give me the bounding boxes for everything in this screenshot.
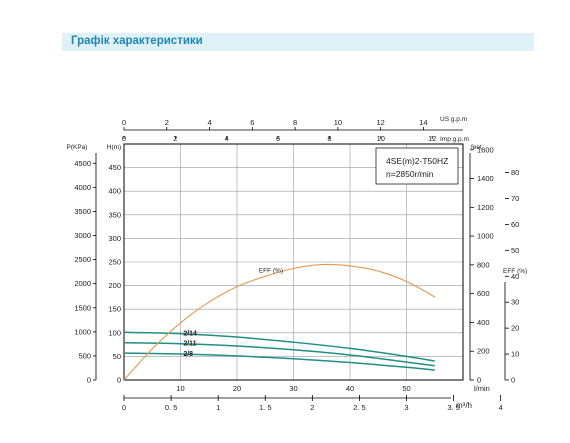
y-eff-tick-label: 30 — [511, 298, 519, 307]
x-impgpm-tick-label: 12 — [428, 134, 436, 143]
y-pressure-axis-label: P(KPa) — [67, 144, 88, 151]
x-m3h-axis-label: m³/h — [456, 401, 472, 410]
header-bar: Графік характеристики — [62, 33, 534, 51]
x-usgpm-tick-label: 14 — [419, 118, 427, 127]
model-box: 4SE(m)2-T50HZ n=2850r/min — [375, 147, 459, 185]
y-pressure-tick-label: 1000 — [74, 327, 91, 336]
x-lpm-tick-label: 50 — [402, 384, 410, 393]
y-pressure-tick-label: 4500 — [74, 159, 91, 168]
y-eff-tick-label: 0 — [511, 376, 515, 385]
x-usgpm-tick-label: 8 — [293, 118, 297, 127]
y-pressure-tick-label: 500 — [78, 351, 91, 360]
y-feet-tick-label: 600 — [477, 289, 490, 298]
x-lpm-tick-label: 30 — [289, 384, 297, 393]
y-head-axis-label: H(m) — [107, 144, 121, 151]
header-title: Графік характеристики — [71, 35, 203, 47]
x-m3h-tick-label: 2. 5 — [353, 403, 366, 412]
y-feet-tick-label: 200 — [477, 347, 490, 356]
x-lpm-tick-label: 40 — [346, 384, 354, 393]
series-label: 2/14 — [183, 331, 197, 338]
y-pressure-tick-label: 3500 — [74, 207, 91, 216]
y-feet-tick-label: 0 — [477, 376, 481, 385]
series-line-2-11 — [123, 341, 435, 367]
x-usgpm-tick-label: 0 — [122, 118, 126, 127]
y-head-tick-label: 150 — [108, 305, 121, 314]
y-eff-tick-label: 40 — [511, 272, 519, 281]
y-feet-axis-label: feet — [471, 144, 482, 151]
y-eff-tick-label: 20 — [511, 324, 519, 333]
x-lpm-tick-label: 20 — [233, 384, 241, 393]
series-line-2-14 — [123, 331, 435, 362]
series-label: EFF (%) — [259, 267, 283, 274]
x-impgpm-tick-label: 6 — [276, 134, 280, 143]
y-head-tick-label: 100 — [108, 328, 121, 337]
x-impgpm-tick-label: 10 — [377, 134, 385, 143]
model-box-line1: 4SE(m)2-T50HZ — [386, 156, 448, 166]
y-eff-tick-label: 80 — [511, 168, 519, 177]
x-m3h-tick-label: 2 — [310, 403, 314, 412]
x-impgpm-axis-label: Imp g.p.m — [440, 136, 469, 143]
x-m3h-tick-label: 3 — [404, 403, 408, 412]
y-pressure-tick-label: 0 — [87, 376, 91, 385]
y-feet-tick-label: 1000 — [477, 232, 494, 241]
y-head-tick-label: 400 — [108, 187, 121, 196]
x-m3h-tick-label: 4 — [499, 403, 503, 412]
x-usgpm-tick-label: 4 — [207, 118, 211, 127]
model-box-frame — [375, 147, 459, 185]
y-eff-tick-label: 50 — [511, 246, 519, 255]
x-usgpm-tick-label: 12 — [376, 118, 384, 127]
y-head-tick-label: 250 — [108, 258, 121, 267]
y-pressure-tick-label: 4000 — [74, 183, 91, 192]
y-head-tick-label: 50 — [113, 352, 121, 361]
y-head-tick-label: 0 — [117, 376, 121, 385]
y-head-tick-label: 450 — [108, 163, 121, 172]
y-head-tick-label: 350 — [108, 210, 121, 219]
y-feet-tick-label: 1200 — [477, 203, 494, 212]
y-feet-tick-label: 400 — [477, 318, 490, 327]
series-line-eff- — [123, 263, 436, 381]
y-eff-axis-label: EFF (%) — [503, 268, 527, 275]
series-line-2-8 — [123, 352, 435, 371]
y-eff-tick-label: 60 — [511, 220, 519, 229]
x-impgpm-tick-label: 8 — [327, 134, 331, 143]
y-feet-tick-label: 1600 — [477, 145, 494, 154]
x-lpm-tick-label: 10 — [176, 384, 184, 393]
x-impgpm-tick-label: 0 — [122, 134, 126, 143]
series-label: 2/8 — [183, 351, 193, 358]
x-usgpm-tick-label: 10 — [334, 118, 342, 127]
y-eff-tick-label: 70 — [511, 194, 519, 203]
plot-frame — [123, 143, 464, 381]
x-lpm-axis-label: l/min — [474, 384, 490, 393]
y-head-tick-label: 200 — [108, 281, 121, 290]
x-m3h-tick-label: 1 — [216, 403, 220, 412]
y-pressure-tick-label: 2500 — [74, 255, 91, 264]
x-impgpm-tick-label: 4 — [225, 134, 229, 143]
x-usgpm-tick-label: 6 — [250, 118, 254, 127]
x-m3h-tick-label: 3. 5 — [447, 403, 460, 412]
y-head-tick-label: 300 — [108, 234, 121, 243]
x-usgpm-axis-label: US g.p.m — [440, 116, 467, 123]
y-feet-tick-label: 1400 — [477, 174, 494, 183]
x-impgpm-tick-label: 2 — [173, 134, 177, 143]
y-pressure-tick-label: 3000 — [74, 231, 91, 240]
x-m3h-tick-label: 0. 5 — [165, 403, 178, 412]
model-box-line2: n=2850r/min — [386, 169, 434, 179]
y-pressure-tick-label: 2000 — [74, 279, 91, 288]
y-feet-tick-label: 800 — [477, 260, 490, 269]
y-eff-tick-label: 10 — [511, 350, 519, 359]
x-usgpm-tick-label: 2 — [165, 118, 169, 127]
series-label: 2/11 — [183, 341, 196, 348]
x-m3h-tick-label: 0 — [122, 403, 126, 412]
y-pressure-tick-label: 1500 — [74, 303, 91, 312]
x-m3h-tick-label: 1. 5 — [259, 403, 272, 412]
